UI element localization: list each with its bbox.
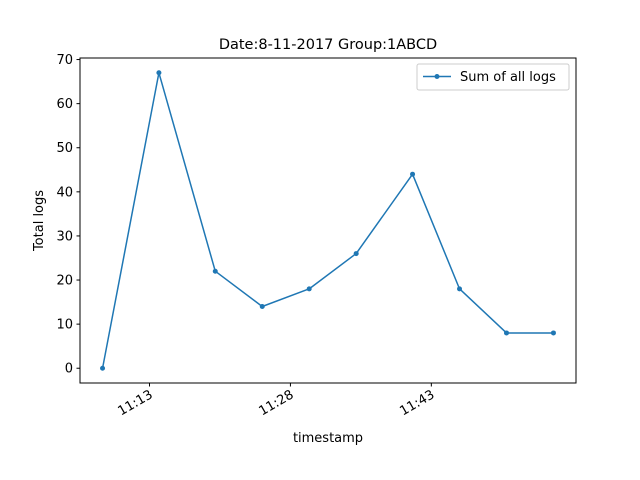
- y-axis-label: Total logs: [32, 190, 47, 252]
- data-point: [457, 286, 463, 292]
- y-tick-label: 60: [56, 97, 73, 112]
- legend-box: [416, 63, 570, 91]
- data-point: [353, 251, 359, 257]
- x-axis-label: timestamp: [293, 431, 363, 446]
- y-tick-label: 50: [56, 141, 73, 156]
- data-point: [100, 365, 106, 371]
- series-line: [101, 72, 554, 369]
- y-tick-label: 0: [65, 362, 73, 377]
- data-point: [156, 70, 162, 76]
- data-point: [259, 303, 265, 309]
- data-point: [550, 330, 556, 336]
- y-axis: 0 10 20 30 40 50 60 70: [56, 53, 80, 377]
- y-tick-label: 10: [56, 318, 73, 333]
- data-point: [410, 171, 416, 177]
- y-tick-label: 20: [56, 274, 73, 289]
- legend-label: Sum of all logs: [460, 70, 556, 85]
- legend-marker: [434, 74, 440, 79]
- chart-title: Date:8-11-2017 Group:1ABCD: [219, 37, 437, 53]
- plot-frame: [79, 57, 577, 384]
- data-point: [212, 268, 218, 274]
- y-tick-label: 70: [56, 53, 73, 68]
- y-tick-label: 40: [56, 185, 73, 200]
- legend: Sum of all logs: [416, 63, 570, 91]
- y-tick-label: 30: [56, 229, 73, 244]
- x-axis: 11:13 11:28 11:43: [116, 383, 437, 419]
- data-point: [306, 286, 312, 292]
- series-layer: [100, 70, 556, 371]
- data-point: [503, 330, 509, 336]
